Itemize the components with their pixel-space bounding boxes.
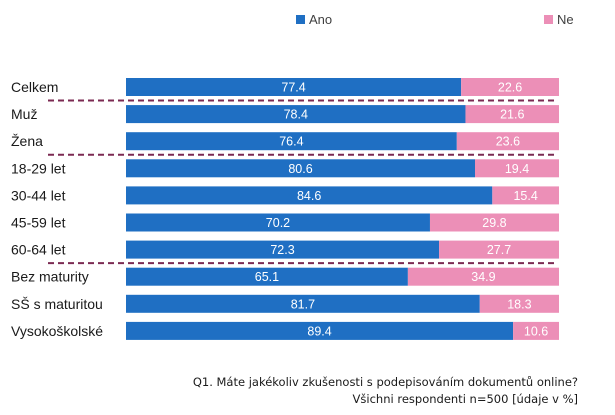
bar-ne-18-29-let <box>474 159 559 178</box>
value-label-ne-muz: 21.6 <box>500 108 524 122</box>
value-label-ne-celkem: 22.6 <box>498 81 522 95</box>
category-label-bez-maturity: Bez maturity <box>11 269 89 285</box>
bar-ne-60-64-let <box>439 240 559 259</box>
chart-question-caption: Q1. Máte jakékoliv zkušenosti s podepiso… <box>192 375 578 389</box>
category-label-45-59-let: 45-59 let <box>11 215 66 231</box>
bar-ne-vysokoskolske <box>513 321 559 340</box>
value-label-ne-18-29-let: 19.4 <box>505 162 529 176</box>
value-label-ano-zena: 76.4 <box>279 135 303 149</box>
bar-ano-vysokoskolske <box>126 321 514 340</box>
value-label-ano-60-64-let: 72.3 <box>270 243 294 257</box>
legend-swatch-ne <box>544 14 553 24</box>
bar-ano-muz <box>126 105 466 124</box>
value-label-ano-ss-s-maturitou: 81.7 <box>291 297 315 311</box>
bar-ano-ss-s-maturitou <box>126 294 480 313</box>
bar-ano-60-64-let <box>126 240 440 259</box>
bar-ano-bez-maturity <box>126 267 408 286</box>
bar-ne-45-59-let <box>429 213 559 232</box>
value-label-ne-vysokoskolske: 10.6 <box>524 324 548 338</box>
category-label-30-44-let: 30-44 let <box>11 187 66 203</box>
bar-ne-celkem <box>461 78 559 96</box>
bar-ano-celkem <box>126 78 462 96</box>
bar-ano-45-59-let <box>126 213 430 232</box>
value-label-ne-ss-s-maturitou: 18.3 <box>507 297 531 311</box>
legend-item-ne: Ne <box>544 11 574 27</box>
bar-ano-18-29-let <box>126 159 475 178</box>
value-label-ne-bez-maturity: 34.9 <box>471 270 495 284</box>
value-label-ne-45-59-let: 29.8 <box>482 216 506 230</box>
value-label-ano-muz: 78.4 <box>284 108 308 122</box>
legend-item-ano: Ano <box>296 11 332 27</box>
category-label-ss-s-maturitou: SŠ s maturitou <box>11 296 103 312</box>
value-label-ne-zena: 23.6 <box>496 135 520 149</box>
bar-ne-30-44-let <box>492 186 559 205</box>
value-label-ano-18-29-let: 80.6 <box>288 162 312 176</box>
bar-ano-zena <box>126 132 457 151</box>
chart-sample-note: Všichni respondenti n=500 [údaje v %] <box>352 392 578 406</box>
category-label-18-29-let: 18-29 let <box>11 160 66 176</box>
legend-label-ne: Ne <box>557 11 574 27</box>
category-label-vysokoskolske: Vysokoškolské <box>11 323 103 339</box>
value-label-ano-30-44-let: 84.6 <box>297 189 321 203</box>
value-label-ano-celkem: 77.4 <box>281 81 305 95</box>
legend-label-ano: Ano <box>309 11 333 27</box>
value-label-ano-bez-maturity: 65.1 <box>255 270 279 284</box>
bar-ne-zena <box>456 132 559 151</box>
stacked-bar-chart: Celkem 77.4 22.6 Muž 78.4 21.6 Žena 76.4 23.6 18-… <box>11 78 559 340</box>
category-label-muz: Muž <box>11 106 37 122</box>
bar-ne-bez-maturity <box>407 267 559 286</box>
bar-ne-muz <box>465 105 559 124</box>
value-label-ne-60-64-let: 27.7 <box>487 243 511 257</box>
category-label-zena: Žena <box>11 133 43 149</box>
legend-swatch-ano <box>296 14 305 24</box>
bar-ne-ss-s-maturitou <box>479 294 559 313</box>
value-label-ano-45-59-let: 70.2 <box>266 216 290 230</box>
category-label-celkem: Celkem <box>11 79 58 95</box>
value-label-ano-vysokoskolske: 89.4 <box>307 324 331 338</box>
category-label-60-64-let: 60-64 let <box>11 242 66 258</box>
bar-ano-30-44-let <box>126 186 493 205</box>
value-label-ne-30-44-let: 15.4 <box>513 189 537 203</box>
